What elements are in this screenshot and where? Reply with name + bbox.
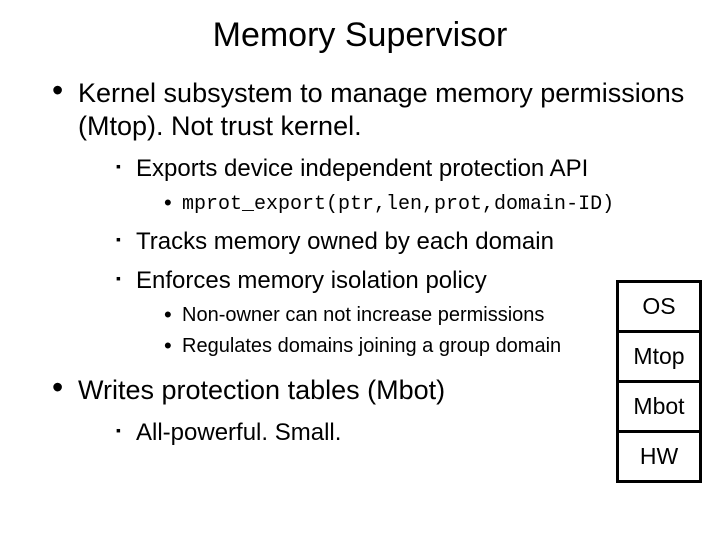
bullet-text: All-powerful. Small. (136, 419, 341, 446)
bullet-list-lvl2: Exports device independent protection AP… (78, 153, 692, 361)
code-text: mprot_export(ptr,len,prot,domain-ID) (182, 193, 614, 216)
bullet-non-owner: Non-owner can not increase permissions (164, 302, 692, 329)
bullet-mprot-export: mprot_export(ptr,len,prot,domain-ID) (164, 190, 692, 218)
bullet-text: Exports device independent protection AP… (136, 155, 588, 182)
bullet-list-lvl1: Kernel subsystem to manage memory permis… (28, 77, 692, 449)
layer-stack: OS Mtop Mbot HW (616, 280, 702, 483)
bullet-list-lvl3: mprot_export(ptr,len,prot,domain-ID) (136, 190, 692, 218)
bullet-text: Writes protection tables (Mbot) (78, 375, 445, 405)
slide: Memory Supervisor Kernel subsystem to ma… (0, 0, 720, 540)
bullet-enforces-policy: Enforces memory isolation policy Non-own… (116, 265, 692, 360)
bullet-exports-api: Exports device independent protection AP… (116, 153, 692, 218)
bullet-text: Non-owner can not increase permissions (182, 304, 544, 326)
slide-title: Memory Supervisor (28, 16, 692, 55)
stack-cell-hw: HW (616, 433, 702, 483)
stack-cell-os: OS (616, 280, 702, 333)
bullet-tracks-memory: Tracks memory owned by each domain (116, 226, 692, 257)
bullet-text: Kernel subsystem to manage memory permis… (78, 78, 684, 141)
bullet-regulates-domains: Regulates domains joining a group domain (164, 333, 692, 360)
bullet-text: Regulates domains joining a group domain (182, 335, 561, 357)
bullet-writes-protection-tables: Writes protection tables (Mbot) All-powe… (52, 374, 692, 448)
bullet-text: Enforces memory isolation policy (136, 267, 487, 294)
bullet-list-lvl3: Non-owner can not increase permissions R… (136, 302, 692, 360)
stack-cell-mbot: Mbot (616, 383, 702, 433)
bullet-list-lvl2: All-powerful. Small. (78, 417, 692, 448)
bullet-kernel-subsystem: Kernel subsystem to manage memory permis… (52, 77, 692, 360)
bullet-all-powerful: All-powerful. Small. (116, 417, 692, 448)
bullet-text: Tracks memory owned by each domain (136, 228, 554, 255)
stack-cell-mtop: Mtop (616, 333, 702, 383)
